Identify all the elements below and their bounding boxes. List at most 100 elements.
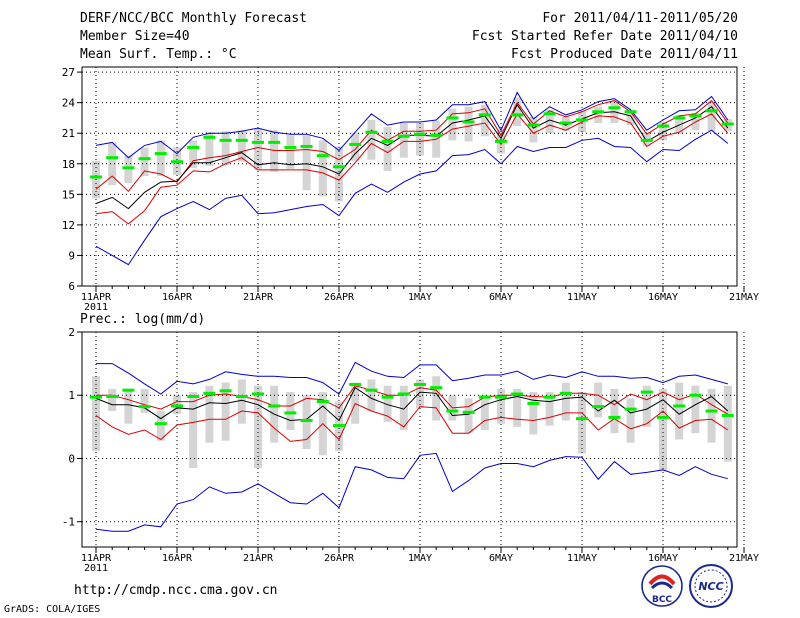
prec-spread-box (610, 388, 619, 434)
temp-spread-box (383, 127, 392, 171)
temp-spread-box (545, 109, 554, 134)
temp-spread-box (318, 140, 327, 197)
prec-spread-box (578, 392, 586, 454)
temp-spread-box (707, 101, 716, 132)
prec-mean-marker (721, 413, 734, 417)
temp-mean-marker (673, 116, 686, 120)
temp-mean-marker (511, 113, 524, 117)
temp-spread-box (464, 106, 473, 142)
prec-min-line (95, 452, 728, 532)
prec-y-tick-label: 2 (68, 326, 75, 339)
temp-spread-box (351, 133, 360, 161)
prec-mean-marker (624, 407, 637, 411)
prec-mean-marker (657, 415, 669, 419)
temp-spread-box (140, 147, 149, 176)
source-url-link[interactable]: http://cmdp.ncc.cma.gov.cn (74, 583, 278, 598)
prec-x-tick-label: 16MAY (648, 553, 678, 564)
forecast-refer-date: Fcst Started Refer Date 2011/04/10 (471, 29, 738, 44)
prec-mean-marker (640, 390, 653, 394)
prec-y-tick-label: 1 (68, 389, 75, 402)
temp-mean-marker (624, 110, 637, 114)
temp-spread-box (189, 140, 198, 168)
prec-spread-box (594, 382, 603, 418)
temp-mean-marker (446, 116, 459, 120)
prec-mean-marker (365, 388, 378, 392)
prec-mean-marker (397, 392, 410, 396)
temp-mean-marker (657, 124, 669, 128)
prec-spread-box (529, 392, 538, 435)
prec-spread-box (432, 376, 441, 421)
temp-year-label: 2011 (84, 302, 108, 313)
prec-mean-marker (495, 395, 507, 399)
temp-mean-marker (187, 145, 200, 149)
prec-mean-marker (138, 405, 151, 409)
temp-spread-box (108, 142, 117, 186)
temp-x-tick-label: 6MAY (489, 292, 513, 303)
temp-spread-box (480, 104, 489, 137)
temp-spread-box (594, 106, 603, 124)
temp-mean-marker (171, 160, 183, 164)
prec-mean-marker (705, 409, 718, 413)
temp-spread-box (156, 140, 165, 176)
temp-mean-marker (316, 154, 329, 158)
temperature-panel: 6 9 12 15 18 21 24 27 11APR 16APR 21APR 26APR 1MAY 6M… (62, 66, 759, 313)
prec-spread-box (675, 382, 684, 440)
temp-y-tick-label: 9 (68, 249, 75, 262)
prec-spread-box (626, 398, 635, 443)
temp-x-tick-label: 16MAY (648, 292, 678, 303)
prec-spread-box (691, 385, 700, 434)
prec-spread-box (254, 385, 262, 468)
temp-x-tick-label: 11APR (81, 292, 112, 303)
temp-x-tick-label: 26APR (324, 292, 355, 303)
prec-x-tick-label: 21APR (243, 553, 274, 564)
prec-year-label: 2011 (84, 563, 108, 574)
temp-mean-marker (203, 135, 216, 139)
prec-mean-marker (219, 389, 232, 393)
temp-y-tick-label: 21 (62, 127, 75, 140)
prec-spread-box (399, 385, 408, 431)
prec-spread-box (707, 388, 716, 443)
prec-mean-marker (268, 404, 281, 408)
prec-mean-marker (543, 395, 556, 399)
temp-spread-box (286, 135, 295, 169)
temp-mean-marker (300, 144, 313, 148)
prec-x-tick-label: 26APR (324, 553, 355, 564)
temp-mean-marker (235, 138, 248, 142)
temp-spread-box (513, 97, 522, 127)
prec-mean-marker (446, 409, 459, 413)
prec-x-tick-label: 11APR (81, 553, 112, 564)
temp-mean-marker (559, 121, 572, 125)
ncc-logo-text: NCC (698, 580, 723, 593)
prec-mean-marker (122, 388, 135, 392)
temp-spread-box (254, 129, 262, 170)
prec-spread-box (723, 385, 732, 462)
prec-mean-marker (235, 395, 248, 398)
prec-mean-marker (608, 415, 621, 419)
forecast-produced-date: Fcst Produced Date 2011/04/11 (511, 47, 738, 62)
prec-mean-marker (527, 401, 540, 405)
prec-mean-marker (300, 419, 313, 423)
prec-mean-marker (381, 395, 394, 399)
temp-y-tick-label: 27 (62, 66, 75, 79)
prec-spread-box (237, 379, 246, 424)
temperature-variable-label: Mean Surf. Temp.: °C (80, 47, 237, 62)
prec-spread-box (286, 392, 295, 431)
prec-spread-box (108, 388, 117, 412)
prec-x-tick-label: 16APR (162, 553, 193, 564)
temp-spread-box (399, 123, 408, 158)
temp-mean-marker (122, 166, 135, 170)
precipitation-variable-label: Prec.: log(mm/d) (80, 312, 205, 327)
temp-spread-box (448, 108, 457, 141)
temp-mean-marker (576, 118, 588, 122)
temp-mean-marker (640, 138, 653, 142)
prec-spread-box (189, 392, 198, 468)
temp-mean-marker (284, 145, 297, 149)
prec-y-tick-label: -1 (62, 516, 75, 529)
prec-spread-box (497, 388, 505, 424)
prec-spread-box (140, 388, 149, 413)
temp-x-tick-label: 11MAY (567, 292, 597, 303)
temp-mean-marker (721, 122, 734, 126)
temp-spread-box (205, 132, 214, 166)
prec-spread-box (659, 388, 667, 472)
